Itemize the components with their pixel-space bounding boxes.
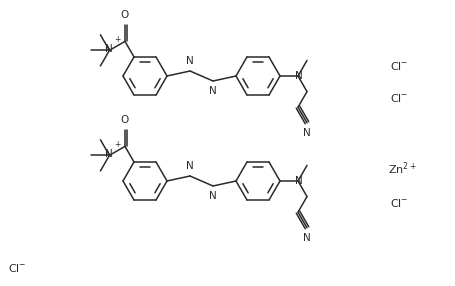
Text: N: N	[294, 176, 302, 186]
Text: O: O	[121, 10, 129, 20]
Text: Zn$^{2+}$: Zn$^{2+}$	[387, 161, 416, 177]
Text: N: N	[186, 56, 193, 66]
Text: N: N	[294, 71, 302, 81]
Text: +: +	[114, 35, 121, 44]
Text: N: N	[186, 161, 193, 171]
Text: N: N	[209, 191, 217, 201]
Text: N: N	[104, 149, 112, 159]
Text: +: +	[114, 140, 121, 149]
Text: N: N	[303, 233, 310, 243]
Text: Cl$^{-}$: Cl$^{-}$	[389, 197, 408, 209]
Text: O: O	[121, 115, 129, 125]
Text: N: N	[209, 86, 217, 96]
Text: Cl$^{-}$: Cl$^{-}$	[389, 92, 408, 104]
Text: Cl$^{-}$: Cl$^{-}$	[8, 262, 26, 274]
Text: N: N	[303, 128, 310, 138]
Text: N: N	[104, 44, 112, 54]
Text: Cl$^{-}$: Cl$^{-}$	[389, 60, 408, 72]
